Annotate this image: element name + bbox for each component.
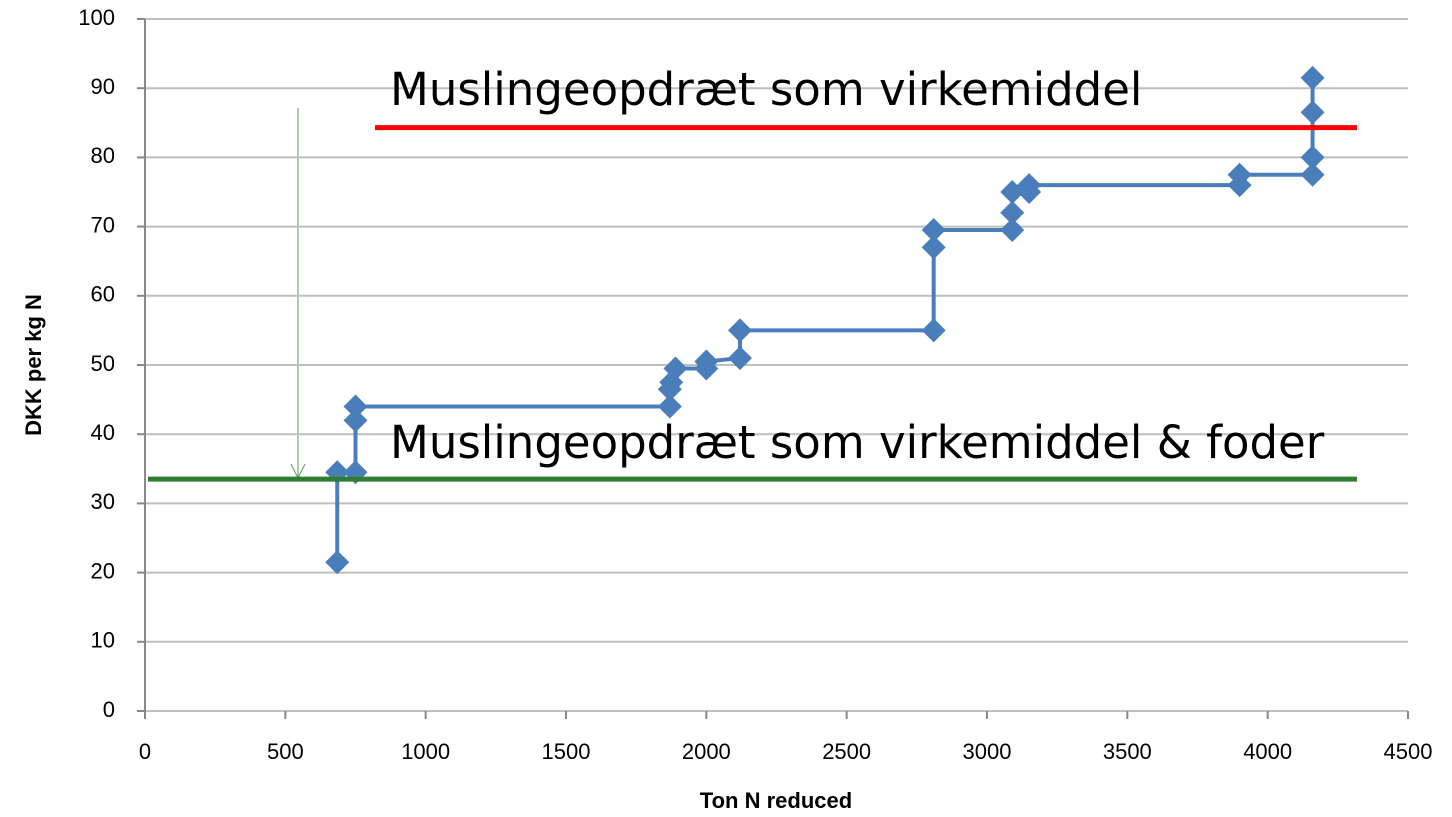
x-tick-label: 0 [139, 739, 151, 764]
y-tick-label: 50 [91, 351, 115, 376]
y-axis-title: DKK per kg N [21, 294, 46, 436]
x-tick-label: 4500 [1384, 739, 1433, 764]
marker [343, 394, 368, 419]
marker [728, 346, 753, 371]
marker [657, 394, 682, 419]
marker [694, 349, 719, 374]
x-tick-label: 4000 [1243, 739, 1292, 764]
x-axis-title: Ton N reduced [700, 788, 852, 813]
x-tick-label: 2500 [822, 739, 871, 764]
marker [1300, 100, 1325, 125]
y-tick-label: 20 [91, 558, 115, 583]
marker [921, 218, 946, 243]
marker [1227, 162, 1252, 187]
marker [1000, 200, 1025, 225]
y-tick-label: 90 [91, 74, 115, 99]
marker [325, 550, 350, 575]
marker [728, 318, 753, 343]
marker [921, 235, 946, 260]
annotation: Muslingeopdræt som virkemiddel [390, 63, 1142, 116]
marker [921, 318, 946, 343]
x-tick-label: 500 [267, 739, 304, 764]
x-tick-label: 3500 [1103, 739, 1152, 764]
x-tick-label: 1500 [542, 739, 591, 764]
marker [1000, 218, 1025, 243]
y-tick-label: 10 [91, 628, 115, 653]
marker [1300, 162, 1325, 187]
y-tick-label: 40 [91, 420, 115, 445]
series-line [335, 77, 1315, 563]
marker [1300, 65, 1325, 90]
y-tick-label: 80 [91, 143, 115, 168]
y-tick-label: 100 [78, 5, 115, 30]
x-tick-label: 3000 [963, 739, 1012, 764]
marker [343, 408, 368, 433]
marker [1300, 145, 1325, 170]
annotation: Muslingeopdræt som virkemiddel & foder [390, 416, 1325, 469]
marker [1017, 173, 1042, 198]
y-tick-label: 30 [91, 489, 115, 514]
x-tick-label: 1000 [401, 739, 450, 764]
marker [663, 356, 688, 381]
x-tick-label: 2000 [682, 739, 731, 764]
y-tick-label: 60 [91, 282, 115, 307]
y-tick-label: 70 [91, 212, 115, 237]
y-tick-label: 0 [103, 697, 115, 722]
